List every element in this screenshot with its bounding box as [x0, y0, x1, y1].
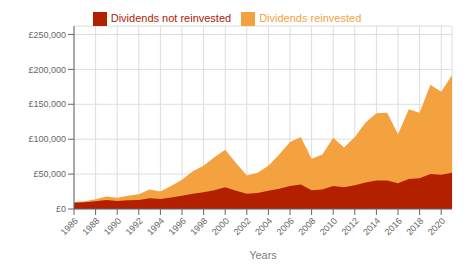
svg-text:2006: 2006: [275, 216, 296, 237]
svg-text:1998: 1998: [188, 216, 209, 237]
svg-text:2000: 2000: [210, 216, 231, 237]
svg-text:2002: 2002: [231, 216, 252, 237]
svg-text:1986: 1986: [59, 216, 80, 237]
svg-text:£200,000: £200,000: [28, 65, 66, 75]
svg-text:2016: 2016: [383, 216, 404, 237]
svg-text:£150,000: £150,000: [28, 99, 66, 109]
svg-text:£100,000: £100,000: [28, 134, 66, 144]
svg-text:2020: 2020: [426, 216, 447, 237]
svg-text:1994: 1994: [145, 216, 166, 237]
svg-text:1988: 1988: [80, 216, 101, 237]
svg-text:1990: 1990: [102, 216, 123, 237]
html-text:Dividends reinvested: Dividends reinvested: [259, 12, 362, 24]
svg-text:1992: 1992: [123, 216, 144, 237]
svg-text:2012: 2012: [339, 216, 360, 237]
svg-text:£0: £0: [56, 204, 66, 214]
html-text:Dividends not reinvested: Dividends not reinvested: [110, 12, 232, 24]
svg-text:Years: Years: [249, 249, 277, 261]
svg-text:£50,000: £50,000: [33, 169, 66, 179]
svg-text:1996: 1996: [167, 216, 188, 237]
svg-text:£250,000: £250,000: [28, 30, 66, 40]
svg-text:2004: 2004: [253, 216, 274, 237]
svg-text:2018: 2018: [404, 216, 425, 237]
svg-text:2014: 2014: [361, 216, 382, 237]
svg-text:2008: 2008: [296, 216, 317, 237]
svg-text:2010: 2010: [318, 216, 339, 237]
